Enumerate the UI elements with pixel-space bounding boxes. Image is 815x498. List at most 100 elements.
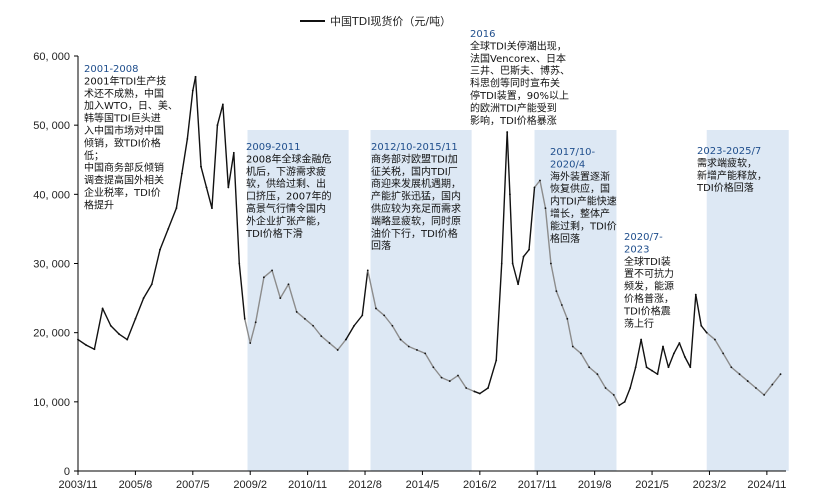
annotation-line: 高景气行情令国内	[246, 202, 326, 215]
price-point	[243, 317, 246, 320]
price-segment	[211, 124, 219, 209]
price-point	[738, 373, 741, 376]
annotation-title: 2012/10-2015/11	[371, 142, 458, 153]
price-point	[473, 390, 476, 393]
price-segment	[714, 338, 724, 355]
price-point	[580, 352, 582, 355]
annotation-title: 2016	[470, 29, 495, 40]
price-segment	[465, 387, 476, 393]
price-segment	[391, 325, 402, 341]
price-segment	[640, 338, 648, 368]
annotation-line: 停TDI装置，90%以上	[470, 89, 569, 102]
annotation-title: 2017/10-	[550, 147, 596, 158]
price-segment	[457, 374, 467, 389]
price-point	[238, 262, 241, 265]
y-tick-label: 30, 000	[33, 259, 70, 271]
price-segment	[522, 248, 530, 258]
price-segment	[361, 269, 369, 317]
annotation-line: 调查提高国外相关	[84, 174, 164, 187]
price-point	[771, 383, 774, 386]
price-segment	[645, 366, 653, 372]
price-segment	[151, 248, 161, 285]
annotation-line: 格提升	[84, 198, 114, 211]
annotation-title: 2023-2025/7	[697, 146, 761, 157]
period-band-2	[370, 130, 472, 471]
price-segment	[175, 172, 183, 209]
price-point	[205, 186, 208, 189]
price-segment	[588, 366, 599, 375]
price-point	[279, 297, 282, 299]
legend-label: 中国TDI现货价（元/吨）	[330, 14, 451, 28]
annotation-line: 新增产能释放，	[697, 169, 767, 182]
price-segment	[295, 311, 306, 320]
x-tick-label: 2016/2	[463, 479, 497, 491]
annotation-line: 入中国市场对中国	[84, 124, 164, 137]
price-segment	[375, 307, 385, 317]
price-point	[730, 366, 733, 369]
annotation-line: 端略显疲软，同时原	[371, 214, 461, 227]
price-point	[232, 151, 235, 154]
price-point	[517, 283, 520, 286]
x-tick-label: 2017/11	[518, 479, 557, 491]
price-segment	[205, 186, 213, 209]
price-point	[254, 321, 257, 324]
price-segment	[320, 335, 331, 344]
price-point	[478, 392, 481, 395]
price-segment	[629, 366, 637, 389]
price-point	[303, 317, 306, 320]
period-band-4	[706, 130, 789, 471]
price-segment	[216, 103, 224, 126]
annotation-line: 商迎来发展机遇期，	[371, 177, 461, 190]
price-segment	[312, 325, 322, 337]
period-band-3	[534, 130, 617, 471]
price-point	[353, 324, 355, 327]
price-segment	[738, 373, 749, 382]
price-point	[566, 317, 569, 320]
price-point	[694, 293, 697, 296]
price-point	[432, 366, 435, 369]
price-segment	[555, 290, 563, 306]
annotation-line: 频发，能源	[624, 280, 674, 293]
annotation-line: 恢复供应，国	[550, 182, 610, 195]
price-point	[407, 345, 410, 348]
period-bands	[247, 130, 789, 471]
price-segment	[263, 269, 273, 279]
price-segment	[367, 269, 377, 310]
price-point	[533, 186, 536, 189]
annotation-line: 的欧洲TDI产能受到	[470, 101, 557, 114]
y-tick-label: 50, 000	[33, 120, 70, 132]
price-point	[623, 400, 626, 403]
price-segment	[634, 338, 642, 368]
annotation-line: 置不可抗力	[624, 267, 674, 280]
price-point	[159, 248, 161, 251]
price-point	[77, 338, 79, 341]
price-point	[167, 228, 170, 230]
x-tick-label: 2007/5	[176, 479, 210, 491]
price-segment	[533, 179, 541, 189]
price-segment	[271, 269, 281, 299]
price-point	[457, 374, 459, 377]
price-point	[126, 338, 129, 341]
price-segment	[304, 318, 314, 327]
price-point	[645, 366, 648, 369]
price-segment	[763, 383, 774, 396]
price-segment	[722, 352, 733, 368]
price-point	[85, 344, 88, 347]
price-point	[344, 338, 347, 341]
price-segment	[383, 314, 394, 327]
price-point	[336, 349, 339, 351]
price-segment	[110, 325, 120, 335]
price-segment	[194, 76, 202, 168]
annotation-line: TDI价格震	[623, 304, 671, 317]
price-segment	[495, 262, 503, 362]
price-segment	[771, 373, 782, 386]
annotation-title: 2023	[624, 244, 649, 255]
x-tick-label: 2023/2	[693, 479, 727, 491]
price-segment	[353, 314, 363, 327]
price-segment	[517, 255, 525, 285]
price-point	[109, 324, 112, 327]
annotation-line: 中国商务部反倾销	[84, 161, 164, 174]
annotation-line: 格回落	[550, 232, 580, 245]
price-point	[312, 324, 314, 327]
price-segment	[233, 152, 240, 265]
